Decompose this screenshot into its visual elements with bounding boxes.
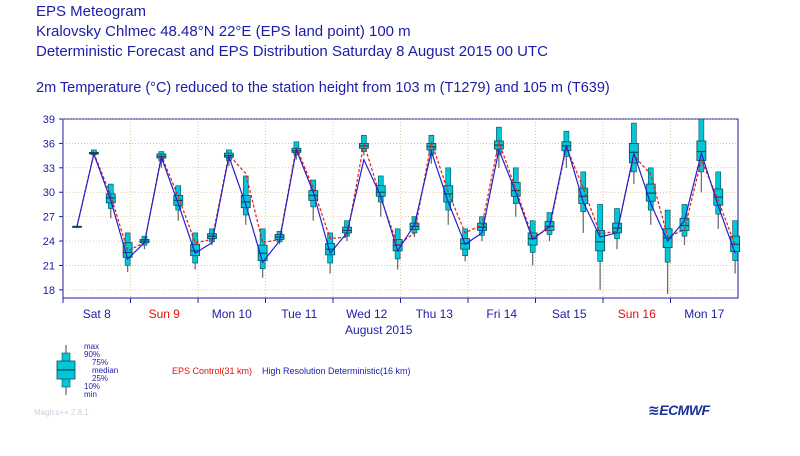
series-hres-line xyxy=(76,144,736,264)
y-tick-label: 18 xyxy=(43,285,55,297)
forecast-line: Deterministic Forecast and EPS Distribut… xyxy=(36,43,548,60)
ecmwf-logo-text: ECMWF xyxy=(659,402,710,418)
legend-p25-label: 25% xyxy=(92,374,109,383)
legend-p75-label: 75% xyxy=(92,358,109,367)
y-tick-label: 33 xyxy=(43,163,55,175)
y-tick-label: 30 xyxy=(43,187,55,199)
legend-max-label: max xyxy=(84,342,100,351)
ecmwf-logo: ≋ECMWF xyxy=(648,402,710,419)
legend-control-label: EPS Control(31 km) xyxy=(172,366,253,376)
legend-p90-label: 90% xyxy=(84,350,101,359)
y-tick-label: 24 xyxy=(43,236,55,248)
x-day-label: Mon 10 xyxy=(212,307,252,321)
x-day-label: Mon 17 xyxy=(684,307,724,321)
x-day-label: Sun 9 xyxy=(149,307,181,321)
y-tick-label: 27 xyxy=(43,212,55,224)
legend-hres-label: High Resolution Deterministic(16 km) xyxy=(262,366,411,376)
legend-p10-label: 10% xyxy=(84,382,101,391)
box-quartile xyxy=(190,243,201,257)
box-quartile xyxy=(696,140,707,161)
ecmwf-logo-icon: ≋ xyxy=(648,402,660,418)
y-tick-label: 39 xyxy=(43,114,55,126)
legend-min-label: min xyxy=(84,390,97,399)
x-day-label: Sun 16 xyxy=(618,307,656,321)
x-day-label: Sat 15 xyxy=(552,307,587,321)
software-credit: Magics++ 2.8.1 xyxy=(34,408,89,417)
chart-title: 2m Temperature (°C) reduced to the stati… xyxy=(36,80,610,96)
x-day-label: Sat 8 xyxy=(83,307,111,321)
legend-median-label: median xyxy=(92,366,119,375)
x-day-label: Fri 14 xyxy=(486,307,517,321)
x-axis-label: August 2015 xyxy=(345,323,413,337)
series-control-line xyxy=(76,139,736,252)
x-day-label: Tue 11 xyxy=(281,307,317,321)
y-tick-label: 21 xyxy=(43,260,55,272)
y-tick-label: 36 xyxy=(43,138,55,150)
meteogram-title: EPS Meteogram xyxy=(36,3,147,20)
location-line: Kralovsky Chlmec 48.48°N 22°E (EPS land … xyxy=(36,23,411,40)
box-quartile xyxy=(595,230,606,252)
x-day-label: Thu 13 xyxy=(416,307,454,321)
x-day-label: Wed 12 xyxy=(346,307,387,321)
